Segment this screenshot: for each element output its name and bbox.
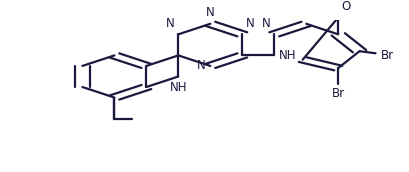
- Text: Br: Br: [331, 87, 344, 100]
- Text: NH: NH: [278, 49, 295, 62]
- Text: N: N: [205, 6, 214, 19]
- Text: Br: Br: [380, 49, 393, 62]
- Text: N: N: [197, 60, 206, 72]
- Text: O: O: [341, 0, 350, 13]
- Text: N: N: [166, 17, 174, 30]
- Text: NH: NH: [169, 81, 187, 94]
- Text: N: N: [261, 17, 270, 30]
- Text: N: N: [245, 17, 254, 30]
